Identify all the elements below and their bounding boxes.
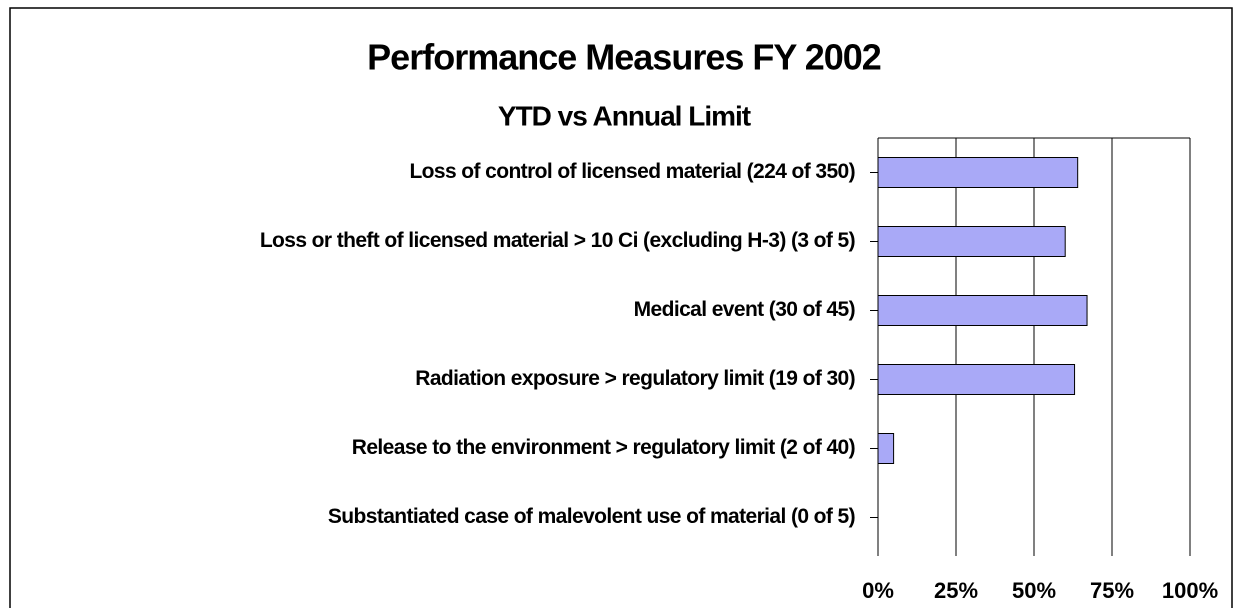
bar — [877, 433, 895, 464]
x-tick-label: 0% — [862, 578, 894, 603]
frame — [9, 7, 1233, 608]
y-tick-label: Release to the environment > regulatory … — [352, 436, 855, 459]
bar — [877, 157, 1079, 188]
chart-title: Performance Measures FY 2002 — [367, 37, 881, 78]
chart-subtitle: YTD vs Annual Limit — [498, 100, 751, 131]
y-tick-label: Loss of control of licensed material (22… — [409, 160, 855, 183]
bar — [877, 364, 1076, 395]
y-tick-label: Medical event (30 of 45) — [634, 298, 855, 321]
y-tick-label: Radiation exposure > regulatory limit (1… — [415, 367, 855, 390]
y-tick-label: Substantiated case of malevolent use of … — [328, 505, 855, 528]
x-tick-label: 25% — [934, 578, 978, 603]
bar — [877, 226, 1066, 257]
x-tick-label: 50% — [1012, 578, 1056, 603]
x-tick-label: 100% — [1162, 578, 1218, 603]
x-tick-label: 75% — [1090, 578, 1134, 603]
y-tick-label: Loss or theft of licensed material > 10 … — [260, 229, 855, 252]
bar — [877, 295, 1088, 326]
